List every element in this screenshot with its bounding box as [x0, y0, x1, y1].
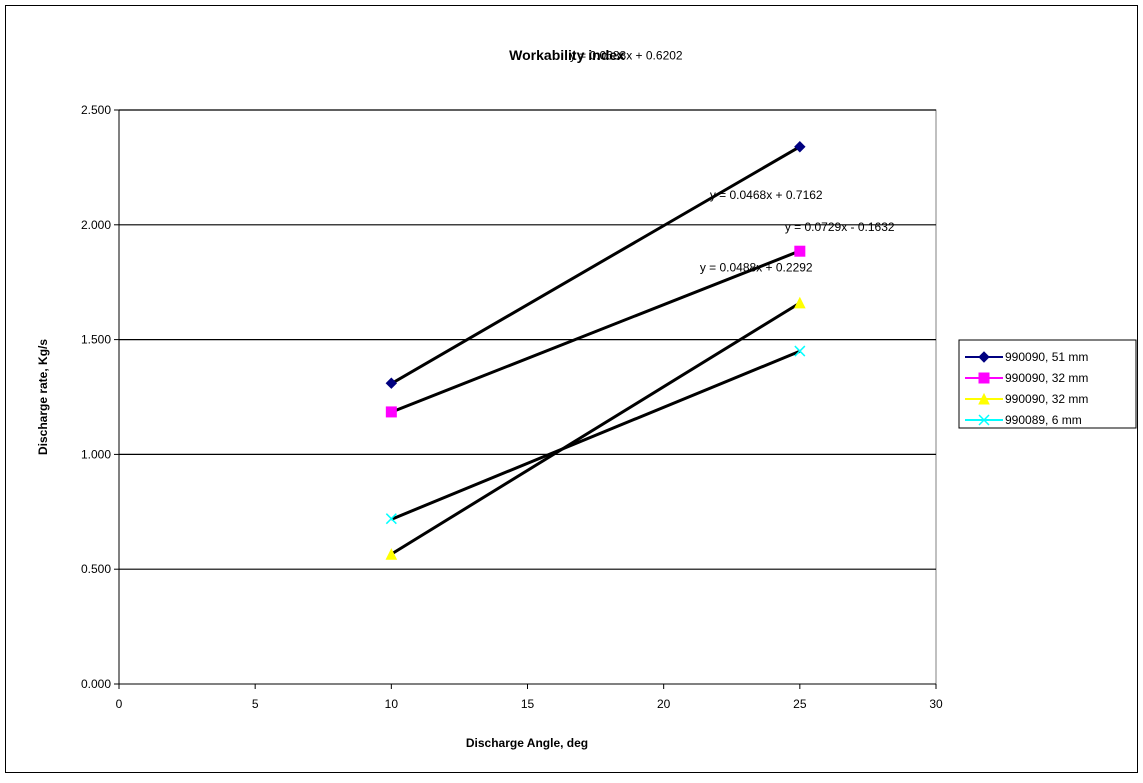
data-points — [385, 141, 806, 560]
trendline-series-2 — [390, 249, 801, 414]
trendline-label-4: y = 0.0488x + 0.2292 — [700, 260, 813, 274]
legend-label-1: 990090, 51 mm — [1005, 350, 1088, 364]
y-tick-label: 0.000 — [81, 677, 111, 691]
chart-title: Workability index — [509, 47, 625, 63]
data-point-series-4-stroke — [794, 345, 806, 357]
x-tick-label: 0 — [116, 697, 123, 711]
data-point-series-3 — [385, 548, 398, 560]
x-tick-label: 5 — [252, 697, 259, 711]
legend-box — [958, 339, 1137, 429]
x-tick-label: 20 — [657, 697, 671, 711]
plot-area — [118, 109, 937, 685]
trendline-label-3: y = 0.0729x - 0.1632 — [785, 220, 895, 234]
data-point-series-4 — [385, 513, 397, 525]
legend: 990090, 51 mm 990090, 32 mm 990090, 32 mm 9… — [958, 339, 1137, 429]
legend-label-2: 990090, 32 mm — [1005, 371, 1088, 385]
y-axis-label: Discharge rate, Kg/s — [36, 339, 50, 455]
trendline-series-4 — [390, 349, 801, 521]
legend-marker-2 — [978, 372, 990, 384]
legend-marker-4 — [978, 414, 990, 426]
data-point-series-1 — [794, 141, 806, 153]
axes: 0.000 0.500 1.000 1.500 2.000 2.500 0 5 10 15 20 25… — [81, 103, 943, 711]
x-tick-label: 30 — [929, 697, 943, 711]
legend-label-3: 990090, 32 mm — [1005, 392, 1088, 406]
x-tick-label: 25 — [793, 697, 807, 711]
data-point-series-2 — [385, 406, 397, 418]
grid-lines — [119, 109, 936, 570]
y-tick-label: 0.500 — [81, 562, 111, 576]
data-point-series-4-stroke — [385, 513, 397, 525]
x-tick-label: 10 — [385, 697, 399, 711]
trendline-label-1: y = 0.0688x + 0.6202 — [570, 49, 683, 63]
y-tick-label: 1.500 — [81, 333, 111, 347]
legend-marker-4-stroke — [978, 414, 990, 426]
trendlines — [390, 145, 801, 556]
trendline-series-3 — [390, 301, 801, 556]
x-tick-label: 15 — [521, 697, 535, 711]
data-point-series-1 — [385, 377, 398, 389]
y-tick-label: 2.500 — [81, 103, 111, 117]
y-tick-label: 2.000 — [81, 218, 111, 232]
data-point-series-2 — [794, 245, 806, 257]
trendline-label-2: y = 0.0468x + 0.7162 — [710, 188, 823, 202]
trendline-labels: y = 0.0688x + 0.6202 y = 0.0468x + 0.7162… — [570, 49, 895, 275]
data-point-series-4 — [794, 345, 806, 357]
legend-label-4: 990089, 6 mm — [1005, 413, 1082, 427]
trendline-series-1 — [390, 145, 801, 385]
legend-marker-1 — [978, 351, 990, 363]
y-tick-label: 1.000 — [81, 447, 111, 461]
x-axis-label: Discharge Angle, deg — [466, 736, 588, 750]
data-point-series-3 — [794, 296, 806, 309]
legend-marker-3 — [978, 392, 990, 405]
